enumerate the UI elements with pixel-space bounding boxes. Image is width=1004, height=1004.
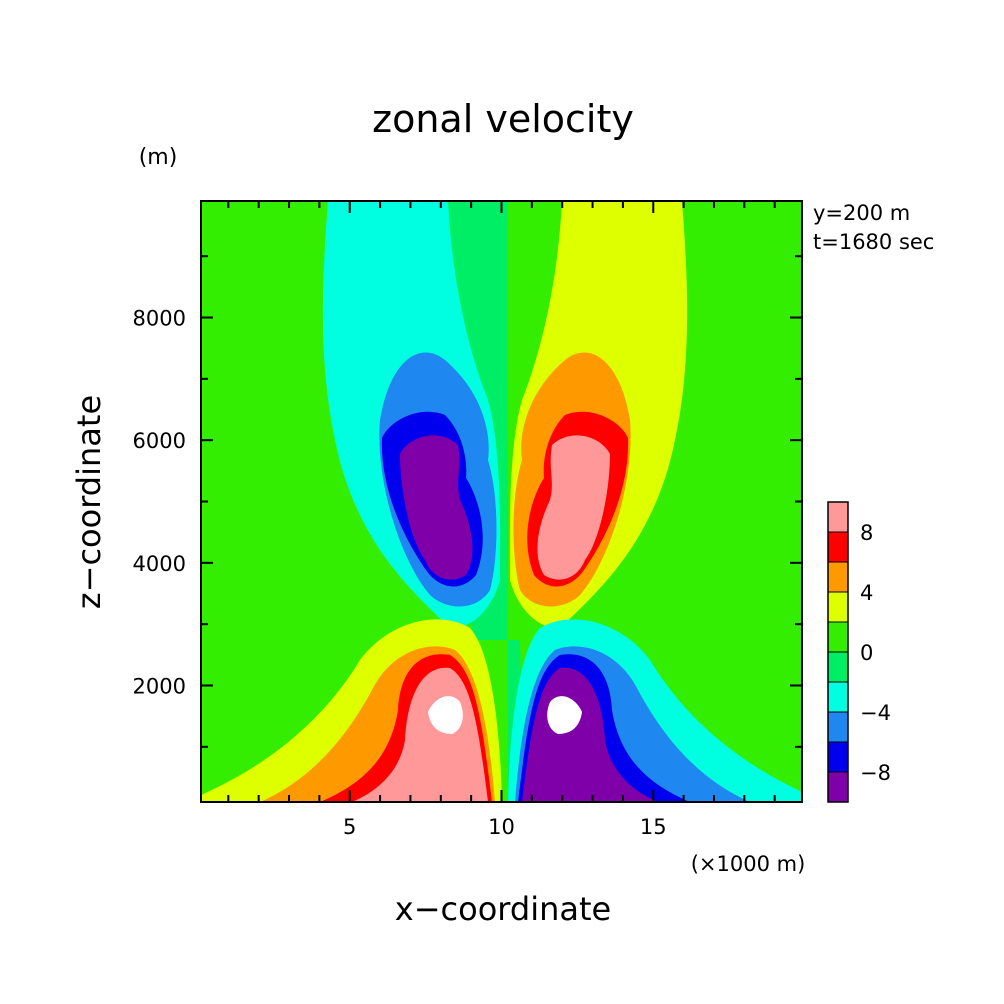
colorbar-swatch	[828, 592, 848, 622]
colorbar-tick-label: −4	[860, 701, 891, 725]
contour-band-positive	[563, 447, 590, 490]
colorbar-swatch	[828, 562, 848, 592]
colorbar-swatch	[828, 532, 848, 562]
x-tick-label: 15	[640, 815, 667, 839]
colorbar: 8 4 0 −4 −8	[827, 501, 891, 803]
contour-band-extreme	[547, 696, 582, 734]
y-tick-label: 2000	[133, 674, 186, 698]
colorbar-swatch	[828, 772, 848, 802]
contour-band-positive	[385, 791, 470, 802]
y-axis-label: z−coordinate	[70, 395, 108, 609]
colorbar-swatch	[828, 742, 848, 772]
x-axis-label: x−coordinate	[395, 890, 611, 928]
colorbar-swatch	[828, 502, 848, 532]
axis-ticks	[201, 201, 802, 802]
annotation-t: t=1680 sec	[813, 230, 934, 254]
contour-band-negative	[400, 435, 473, 580]
contour-band-negative	[420, 447, 447, 490]
colorbar-tick-label: 4	[860, 581, 873, 605]
colorbar-tick-label: 0	[860, 641, 873, 665]
annotation-y: y=200 m	[813, 201, 910, 225]
x-tick-label: 5	[343, 815, 356, 839]
colorbar-swatch	[828, 652, 848, 682]
y-unit-label: (m)	[139, 145, 178, 170]
colorbar-swatch	[828, 622, 848, 652]
colorbar-tick-label: 8	[860, 521, 873, 545]
x-unit-label: (×1000 m)	[691, 852, 806, 876]
x-tick-label: 10	[488, 815, 515, 839]
chart-title: zonal velocity	[372, 97, 634, 141]
contour-band-positive	[537, 435, 610, 580]
axis-tick-labels: 5 10 15 2000 4000 6000 8000	[133, 307, 667, 839]
colorbar-tick-label: −8	[860, 761, 891, 785]
contour-band-extreme	[428, 696, 463, 734]
colorbar-swatch	[828, 712, 848, 742]
colorbar-swatch	[828, 682, 848, 712]
contour-field	[201, 201, 802, 802]
y-tick-label: 8000	[133, 307, 186, 331]
y-tick-label: 6000	[133, 429, 186, 453]
y-tick-label: 4000	[133, 552, 186, 576]
